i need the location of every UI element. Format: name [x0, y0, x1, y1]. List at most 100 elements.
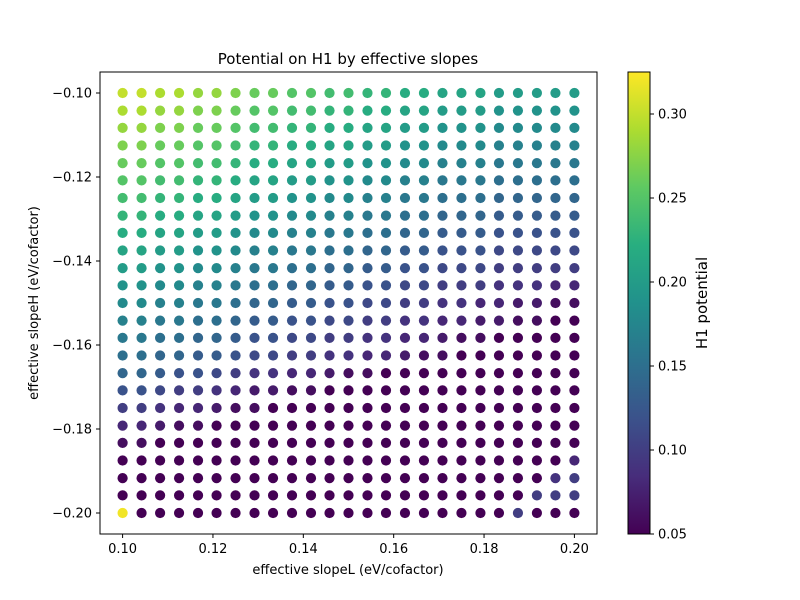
scatter-point	[192, 507, 204, 519]
scatter-point	[550, 385, 561, 396]
scatter-point	[380, 297, 392, 309]
scatter-point	[267, 210, 279, 221]
scatter-point	[173, 455, 185, 466]
scatter-point	[380, 332, 392, 343]
scatter-point	[173, 158, 185, 169]
scatter-point	[136, 507, 147, 519]
scatter-point	[343, 402, 354, 414]
scatter-point	[418, 490, 430, 501]
scatter-point	[173, 122, 185, 133]
scatter-point	[136, 385, 147, 396]
y-axis-ticks: −0.10 −0.12 −0.14 −0.16 −0.18 −0.20	[52, 87, 100, 522]
scatter-point	[173, 368, 185, 379]
scatter-point	[512, 175, 524, 186]
scatter-point	[286, 507, 298, 519]
scatter-point	[267, 280, 279, 291]
scatter-point	[399, 280, 411, 291]
scatter-point	[136, 105, 147, 116]
scatter-point	[531, 227, 543, 238]
scatter-point	[493, 350, 505, 361]
scatter-point	[512, 490, 524, 501]
scatter-point	[531, 473, 543, 484]
x-tick-label: 0.18	[470, 542, 499, 557]
scatter-point	[211, 122, 222, 133]
scatter-point	[512, 210, 524, 221]
scatter-point	[154, 402, 166, 414]
scatter-point	[305, 455, 317, 466]
scatter-point	[154, 507, 166, 519]
scatter-point	[305, 227, 317, 238]
scatter-point	[531, 263, 543, 274]
scatter-point	[475, 507, 486, 519]
colorbar-label: H1 potential	[693, 257, 711, 349]
scatter-point	[267, 263, 279, 274]
scatter-point	[362, 402, 373, 414]
scatter-point	[531, 455, 543, 466]
scatter-point	[249, 385, 260, 396]
scatter-point	[437, 227, 448, 238]
scatter-point	[512, 140, 524, 151]
scatter-point	[267, 437, 279, 448]
scatter-point	[456, 227, 467, 238]
scatter-point	[249, 332, 260, 343]
scatter-point	[136, 490, 147, 501]
scatter-point	[249, 368, 260, 379]
scatter-point	[305, 245, 317, 256]
scatter-point	[456, 507, 467, 519]
scatter-point	[531, 350, 543, 361]
scatter-point	[230, 473, 241, 484]
scatter-point	[569, 245, 580, 256]
scatter-point	[230, 350, 241, 361]
scatter-point	[230, 507, 241, 519]
scatter-point	[267, 507, 279, 519]
scatter-point	[117, 385, 128, 396]
scatter-point	[154, 385, 166, 396]
scatter-point	[550, 175, 561, 186]
scatter-point	[211, 105, 222, 116]
scatter-point	[230, 332, 241, 343]
scatter-point	[399, 455, 411, 466]
scatter-point	[136, 263, 147, 274]
scatter-point	[418, 297, 430, 309]
scatter-point	[173, 87, 185, 99]
scatter-point	[154, 122, 166, 133]
scatter-point	[249, 490, 260, 501]
scatter-point	[136, 210, 147, 221]
scatter-point	[475, 192, 486, 204]
scatter-point	[305, 385, 317, 396]
scatter-point	[249, 437, 260, 448]
scatter-point	[456, 158, 467, 169]
scatter-point	[418, 473, 430, 484]
scatter-point	[418, 158, 430, 169]
scatter-point	[117, 140, 128, 151]
scatter-point	[456, 245, 467, 256]
scatter-point	[456, 122, 467, 133]
scatter-point	[475, 473, 486, 484]
scatter-point	[192, 227, 204, 238]
scatter-point	[343, 332, 354, 343]
scatter-point	[136, 140, 147, 151]
scatter-point	[286, 227, 298, 238]
scatter-point	[117, 245, 128, 256]
scatter-point	[211, 420, 222, 431]
scatter-point	[531, 385, 543, 396]
scatter-point	[230, 420, 241, 431]
scatter-point	[324, 368, 335, 379]
scatter-point	[192, 245, 204, 256]
scatter-point	[493, 105, 505, 116]
scatter-point	[380, 263, 392, 274]
scatter-point	[493, 332, 505, 343]
scatter-point	[173, 263, 185, 274]
scatter-point	[154, 473, 166, 484]
scatter-point	[286, 297, 298, 309]
scatter-point	[569, 385, 580, 396]
scatter-point	[456, 332, 467, 343]
scatter-point	[324, 420, 335, 431]
scatter-point	[512, 87, 524, 99]
scatter-point	[418, 245, 430, 256]
scatter-point	[437, 210, 448, 221]
scatter-point	[362, 420, 373, 431]
scatter-point	[399, 158, 411, 169]
scatter-point	[512, 315, 524, 326]
scatter-point	[230, 402, 241, 414]
